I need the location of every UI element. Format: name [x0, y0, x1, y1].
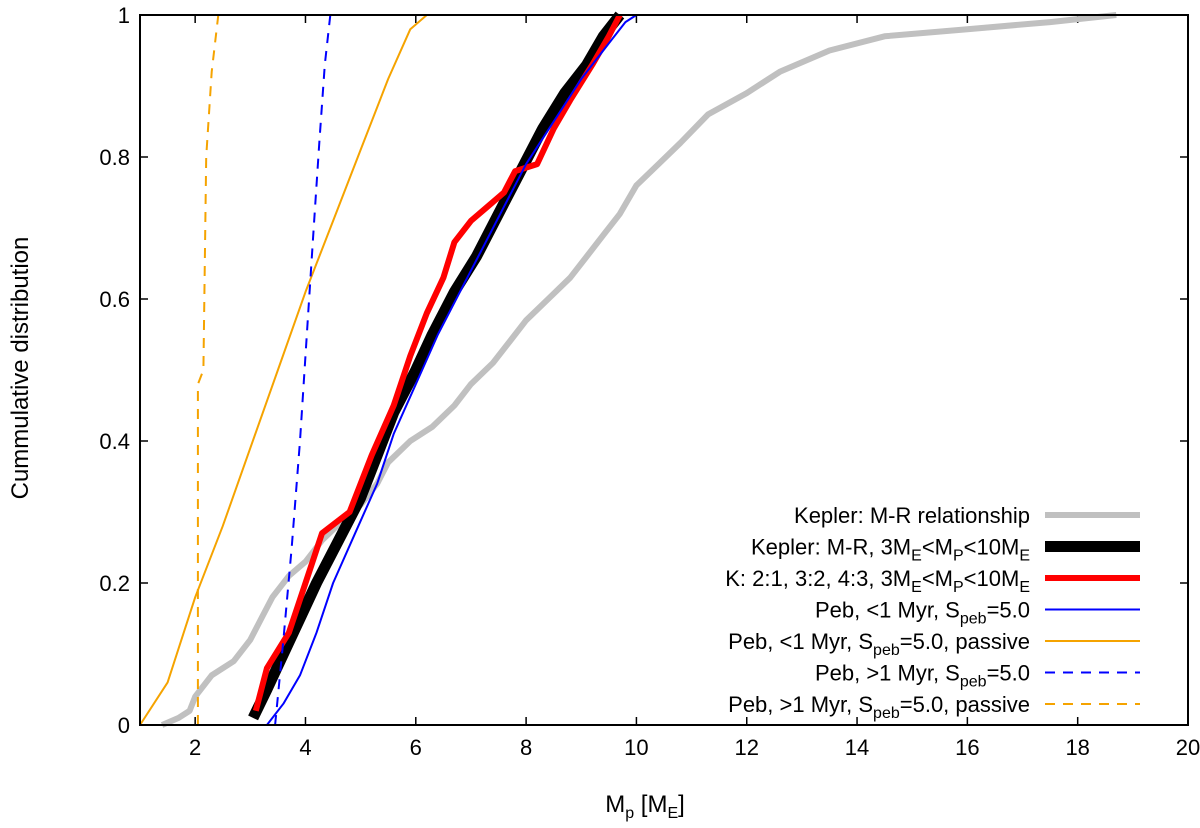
- legend-label: Kepler: M-R relationship: [794, 503, 1030, 528]
- y-tick-labels: 0 0.2 0.4 0.6 0.8 1: [99, 3, 130, 738]
- legend-entry-peb-early-passive: Peb, <1 Myr, Speb=5.0, passive: [728, 629, 1140, 659]
- y-tick-label: 0.8: [99, 145, 130, 170]
- x-tick-labels: 2 4 6 8 10 12 14 16 18 20: [189, 735, 1200, 760]
- x-tick-label: 14: [845, 735, 869, 760]
- x-tick-label: 2: [189, 735, 201, 760]
- plot-frame: [139, 14, 1189, 726]
- series-line-kepler-mr: [160, 12, 1117, 728]
- legend-entry-resonant: K: 2:1, 3:2, 4:3, 3ME<MP<10ME: [725, 566, 1140, 596]
- legend-label: Peb, <1 Myr, Speb=5.0: [815, 598, 1030, 628]
- series-line-peb-early: [266, 14, 637, 726]
- x-tick-label: 18: [1065, 735, 1089, 760]
- legend-label: K: 2:1, 3:2, 4:3, 3ME<MP<10ME: [725, 566, 1030, 596]
- legend-entry-kepler-mr-cut: Kepler: M-R, 3ME<MP<10ME: [751, 535, 1140, 565]
- y-tick-label: 0.2: [99, 571, 130, 596]
- x-tick-label: 8: [520, 735, 532, 760]
- series-line-peb-late: [274, 14, 332, 726]
- x-axis-label: Mp [ME]: [605, 791, 685, 822]
- legend-entry-kepler-mr: Kepler: M-R relationship: [794, 503, 1140, 528]
- y-axis-label: Cummulative distribution: [7, 237, 34, 500]
- x-tick-label: 12: [734, 735, 758, 760]
- legend: Kepler: M-R relationship Kepler: M-R, 3ME…: [725, 503, 1140, 722]
- y-tick-label: 0.4: [99, 429, 130, 454]
- x-tick-label: 4: [299, 735, 311, 760]
- legend-entry-peb-late-passive: Peb, >1 Myr, Speb=5.0, passive: [728, 692, 1140, 722]
- y-tick-label: 0.6: [99, 287, 130, 312]
- legend-label: Peb, >1 Myr, Speb=5.0: [815, 661, 1030, 691]
- x-tick-label: 10: [624, 735, 648, 760]
- y-tick-label: 0: [118, 713, 130, 738]
- legend-label: Peb, >1 Myr, Speb=5.0, passive: [728, 692, 1030, 722]
- legend-entry-peb-early: Peb, <1 Myr, Speb=5.0: [815, 598, 1140, 628]
- series-line-kepler-mr-cut: [248, 11, 625, 721]
- x-tick-label: 16: [955, 735, 979, 760]
- series-line-resonant: [252, 13, 623, 712]
- series-lines: [139, 11, 1117, 728]
- x-tick-label: 20: [1176, 735, 1200, 760]
- y-tick-label: 1: [118, 3, 130, 28]
- legend-entry-peb-late: Peb, >1 Myr, Speb=5.0: [815, 661, 1140, 691]
- x-tick-label: 6: [410, 735, 422, 760]
- series-line-peb-late-passive: [196, 14, 220, 725]
- legend-label: Peb, <1 Myr, Speb=5.0, passive: [728, 629, 1030, 659]
- legend-label: Kepler: M-R, 3ME<MP<10ME: [751, 535, 1030, 565]
- series-line-peb-early-passive: [139, 14, 428, 726]
